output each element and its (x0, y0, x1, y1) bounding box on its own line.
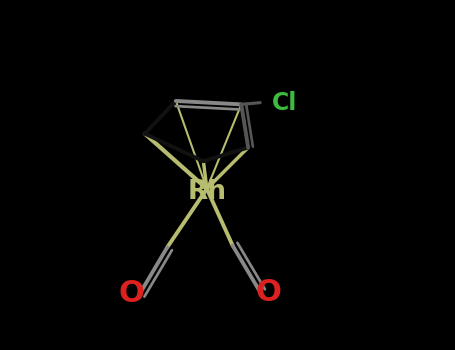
Text: Rh: Rh (187, 179, 226, 205)
Text: O: O (118, 279, 144, 308)
Text: O: O (256, 278, 282, 307)
Text: Cl: Cl (272, 91, 298, 115)
